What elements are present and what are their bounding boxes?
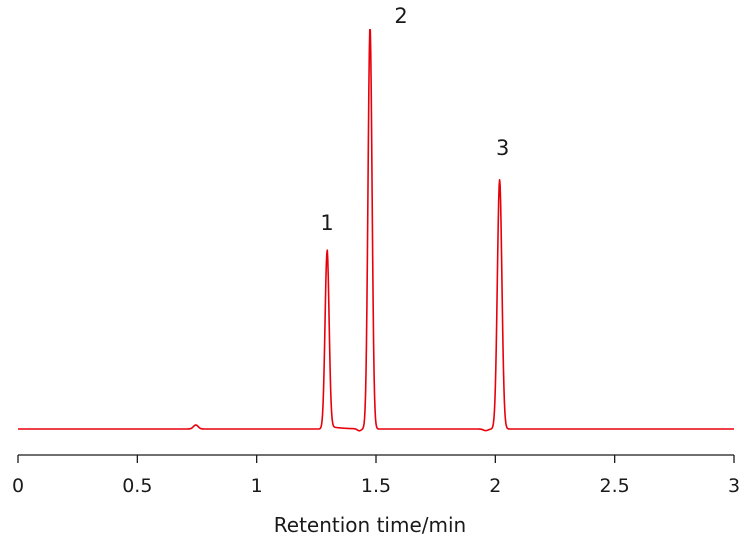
x-tick-label: 2.5 [600,475,630,497]
peak-label-1: 1 [320,211,333,235]
peak-label-3: 3 [496,136,509,160]
x-tick-label: 0.5 [122,475,152,497]
peak-labels: 1 2 3 [320,4,509,235]
chromatogram-trace [17,28,735,432]
x-axis-title: Retention time/min [274,513,466,537]
peak-label-2: 2 [394,4,407,28]
x-tick-label: 0 [12,475,24,497]
trace-group [17,28,735,432]
x-tick-label: 1 [251,475,263,497]
x-axis: 0 0.5 1 1.5 2 2.5 3 [12,454,740,497]
x-tick-label: 3 [728,475,740,497]
x-tick-label: 2 [489,475,501,497]
x-tick-label: 1.5 [361,475,391,497]
